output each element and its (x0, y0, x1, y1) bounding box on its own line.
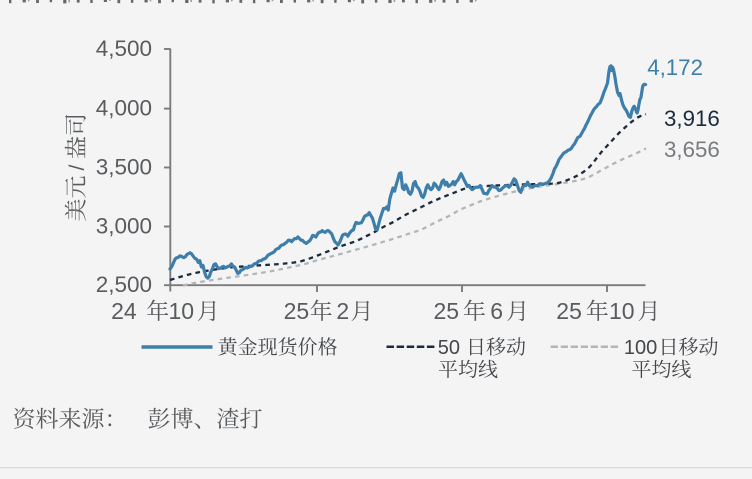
svg-text:100: 100 (624, 337, 657, 359)
svg-text:4,000: 4,000 (96, 95, 152, 120)
svg-text:3,916: 3,916 (664, 106, 720, 131)
svg-text:4,500: 4,500 (96, 36, 152, 61)
svg-text:3,656: 3,656 (664, 137, 720, 162)
svg-text:10: 10 (609, 298, 635, 324)
svg-text:2: 2 (336, 298, 349, 324)
svg-text:10: 10 (169, 298, 195, 324)
svg-text:25: 25 (556, 298, 582, 324)
svg-text:25: 25 (434, 298, 460, 324)
svg-text:3,000: 3,000 (96, 213, 152, 238)
svg-text:6: 6 (490, 298, 503, 324)
svg-text:24: 24 (111, 298, 137, 324)
svg-text:2,500: 2,500 (96, 272, 152, 297)
svg-text:50: 50 (438, 337, 460, 359)
svg-text:25: 25 (284, 298, 310, 324)
svg-text:4,172: 4,172 (647, 55, 703, 80)
svg-text:3,500: 3,500 (96, 154, 152, 179)
svg-text:/: / (66, 165, 89, 171)
